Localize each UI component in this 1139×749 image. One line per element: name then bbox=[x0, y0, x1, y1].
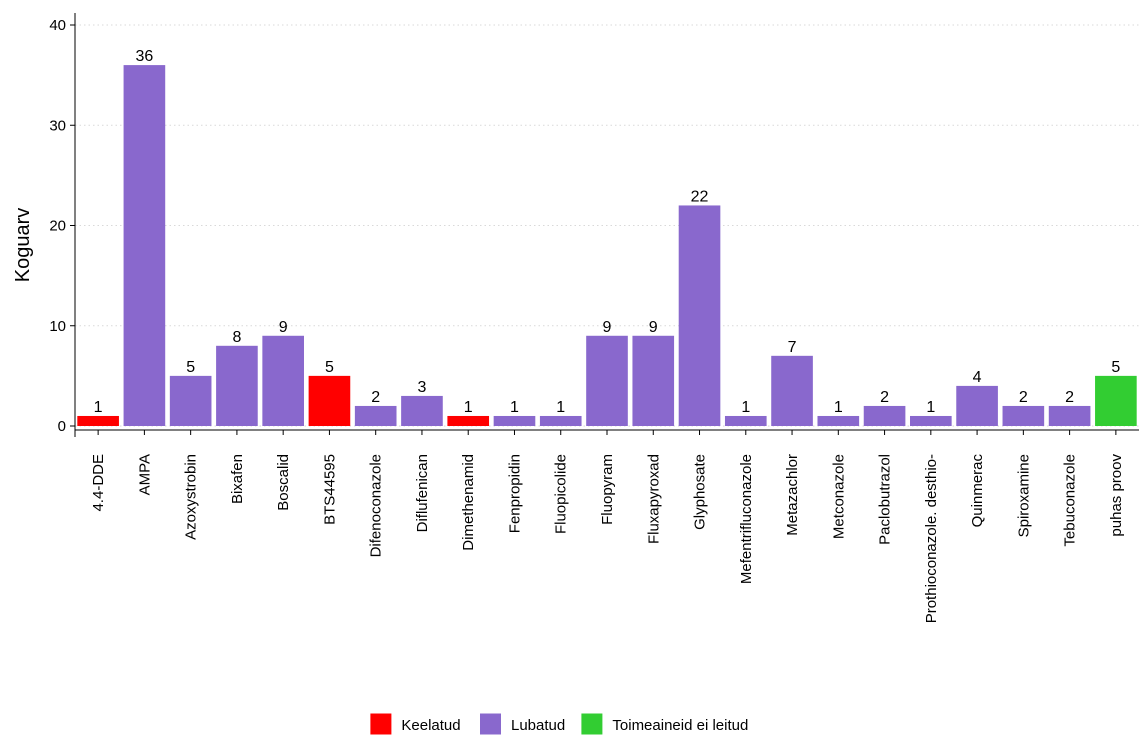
data-label: 4 bbox=[973, 369, 982, 386]
category-label: Tebuconazole bbox=[1062, 454, 1079, 547]
category-label: Difenoconazole bbox=[368, 454, 385, 557]
y-tick-label: 20 bbox=[49, 218, 66, 235]
axes: 0 10 20 30 40 4.4-DDE AMPA Azoxystrobin Bixafen B… bbox=[49, 13, 1139, 623]
category-label: Quinmerac bbox=[969, 454, 986, 528]
category-label: Metazachlor bbox=[784, 454, 801, 536]
bar bbox=[354, 405, 397, 426]
bar bbox=[724, 415, 767, 426]
y-tick-label: 30 bbox=[49, 117, 66, 134]
category-label: 4.4-DDE bbox=[90, 454, 107, 512]
legend: Keelatud Lubatud Toimeaineid ei leitud bbox=[370, 713, 748, 735]
category-label: Spiroxamine bbox=[1015, 454, 1032, 537]
data-label: 22 bbox=[691, 188, 709, 205]
data-label: 2 bbox=[1019, 389, 1028, 406]
data-label: 5 bbox=[325, 359, 334, 376]
legend-label: Lubatud bbox=[511, 717, 565, 734]
bar bbox=[1002, 405, 1045, 426]
data-label: 1 bbox=[834, 399, 843, 416]
bar bbox=[632, 335, 675, 426]
legend-label: Toimeaineid ei leitud bbox=[612, 717, 748, 734]
data-label: 2 bbox=[880, 389, 889, 406]
data-label: 1 bbox=[926, 399, 935, 416]
category-label: Fenpropidin bbox=[506, 454, 523, 533]
category-label: Fluxapyroxad bbox=[645, 454, 662, 544]
data-label: 1 bbox=[741, 399, 750, 416]
category-label: Bixafen bbox=[229, 454, 246, 504]
bar bbox=[910, 415, 952, 426]
category-label: Prothioconazole. desthio- bbox=[923, 454, 940, 623]
legend-swatch bbox=[581, 713, 603, 735]
data-label: 5 bbox=[186, 359, 195, 376]
bar bbox=[77, 415, 119, 426]
category-label: Boscalid bbox=[275, 454, 292, 511]
category-label: Mefentrifluconazole bbox=[738, 454, 755, 584]
data-label: 1 bbox=[556, 399, 565, 416]
y-tick-label: 10 bbox=[49, 318, 66, 335]
bar bbox=[401, 395, 443, 426]
data-label: 2 bbox=[371, 389, 380, 406]
bar bbox=[216, 345, 258, 426]
data-label: 8 bbox=[232, 329, 241, 346]
data-label: 5 bbox=[1111, 359, 1120, 376]
category-label: BTS44595 bbox=[321, 454, 338, 525]
data-label: 3 bbox=[418, 379, 427, 396]
data-label: 9 bbox=[649, 319, 658, 336]
bar bbox=[817, 415, 860, 426]
bar bbox=[956, 385, 998, 426]
category-label: Diflufenican bbox=[414, 454, 431, 532]
bar bbox=[586, 335, 628, 426]
data-label: 9 bbox=[279, 319, 288, 336]
bar bbox=[1048, 405, 1091, 426]
legend-swatch bbox=[480, 713, 501, 735]
bar bbox=[493, 415, 536, 426]
category-label: Fluopicolide bbox=[553, 454, 570, 534]
bar bbox=[678, 205, 721, 426]
data-label: 1 bbox=[510, 399, 519, 416]
y-tick-label: 0 bbox=[58, 418, 66, 435]
bar bbox=[308, 375, 351, 426]
bar bbox=[771, 355, 813, 426]
y-axis-title: Koguarv bbox=[12, 208, 34, 283]
data-label: 7 bbox=[788, 339, 797, 356]
data-label: 9 bbox=[603, 319, 612, 336]
legend-swatch bbox=[370, 713, 392, 735]
data-label: 2 bbox=[1065, 389, 1074, 406]
data-label: 1 bbox=[94, 399, 103, 416]
data-label: 36 bbox=[135, 48, 153, 65]
category-label: Dimethenamid bbox=[460, 454, 477, 551]
category-label: Fluopyram bbox=[599, 454, 616, 525]
bar bbox=[262, 335, 304, 426]
category-label: Paclobutrazol bbox=[877, 454, 894, 545]
bar bbox=[539, 415, 582, 426]
y-tick-label: 40 bbox=[49, 17, 66, 34]
category-label: Metconazole bbox=[830, 454, 847, 539]
bar bbox=[1095, 375, 1137, 426]
category-label: Azoxystrobin bbox=[183, 454, 200, 540]
category-label: puhas proov bbox=[1108, 454, 1125, 537]
category-label: Glyphosate bbox=[692, 454, 709, 530]
bar bbox=[169, 375, 212, 426]
category-label: AMPA bbox=[136, 454, 153, 495]
legend-label: Keelatud bbox=[401, 717, 460, 734]
bar bbox=[863, 405, 906, 426]
data-label: 1 bbox=[464, 399, 473, 416]
bar bbox=[447, 415, 490, 426]
bar bbox=[123, 65, 166, 426]
